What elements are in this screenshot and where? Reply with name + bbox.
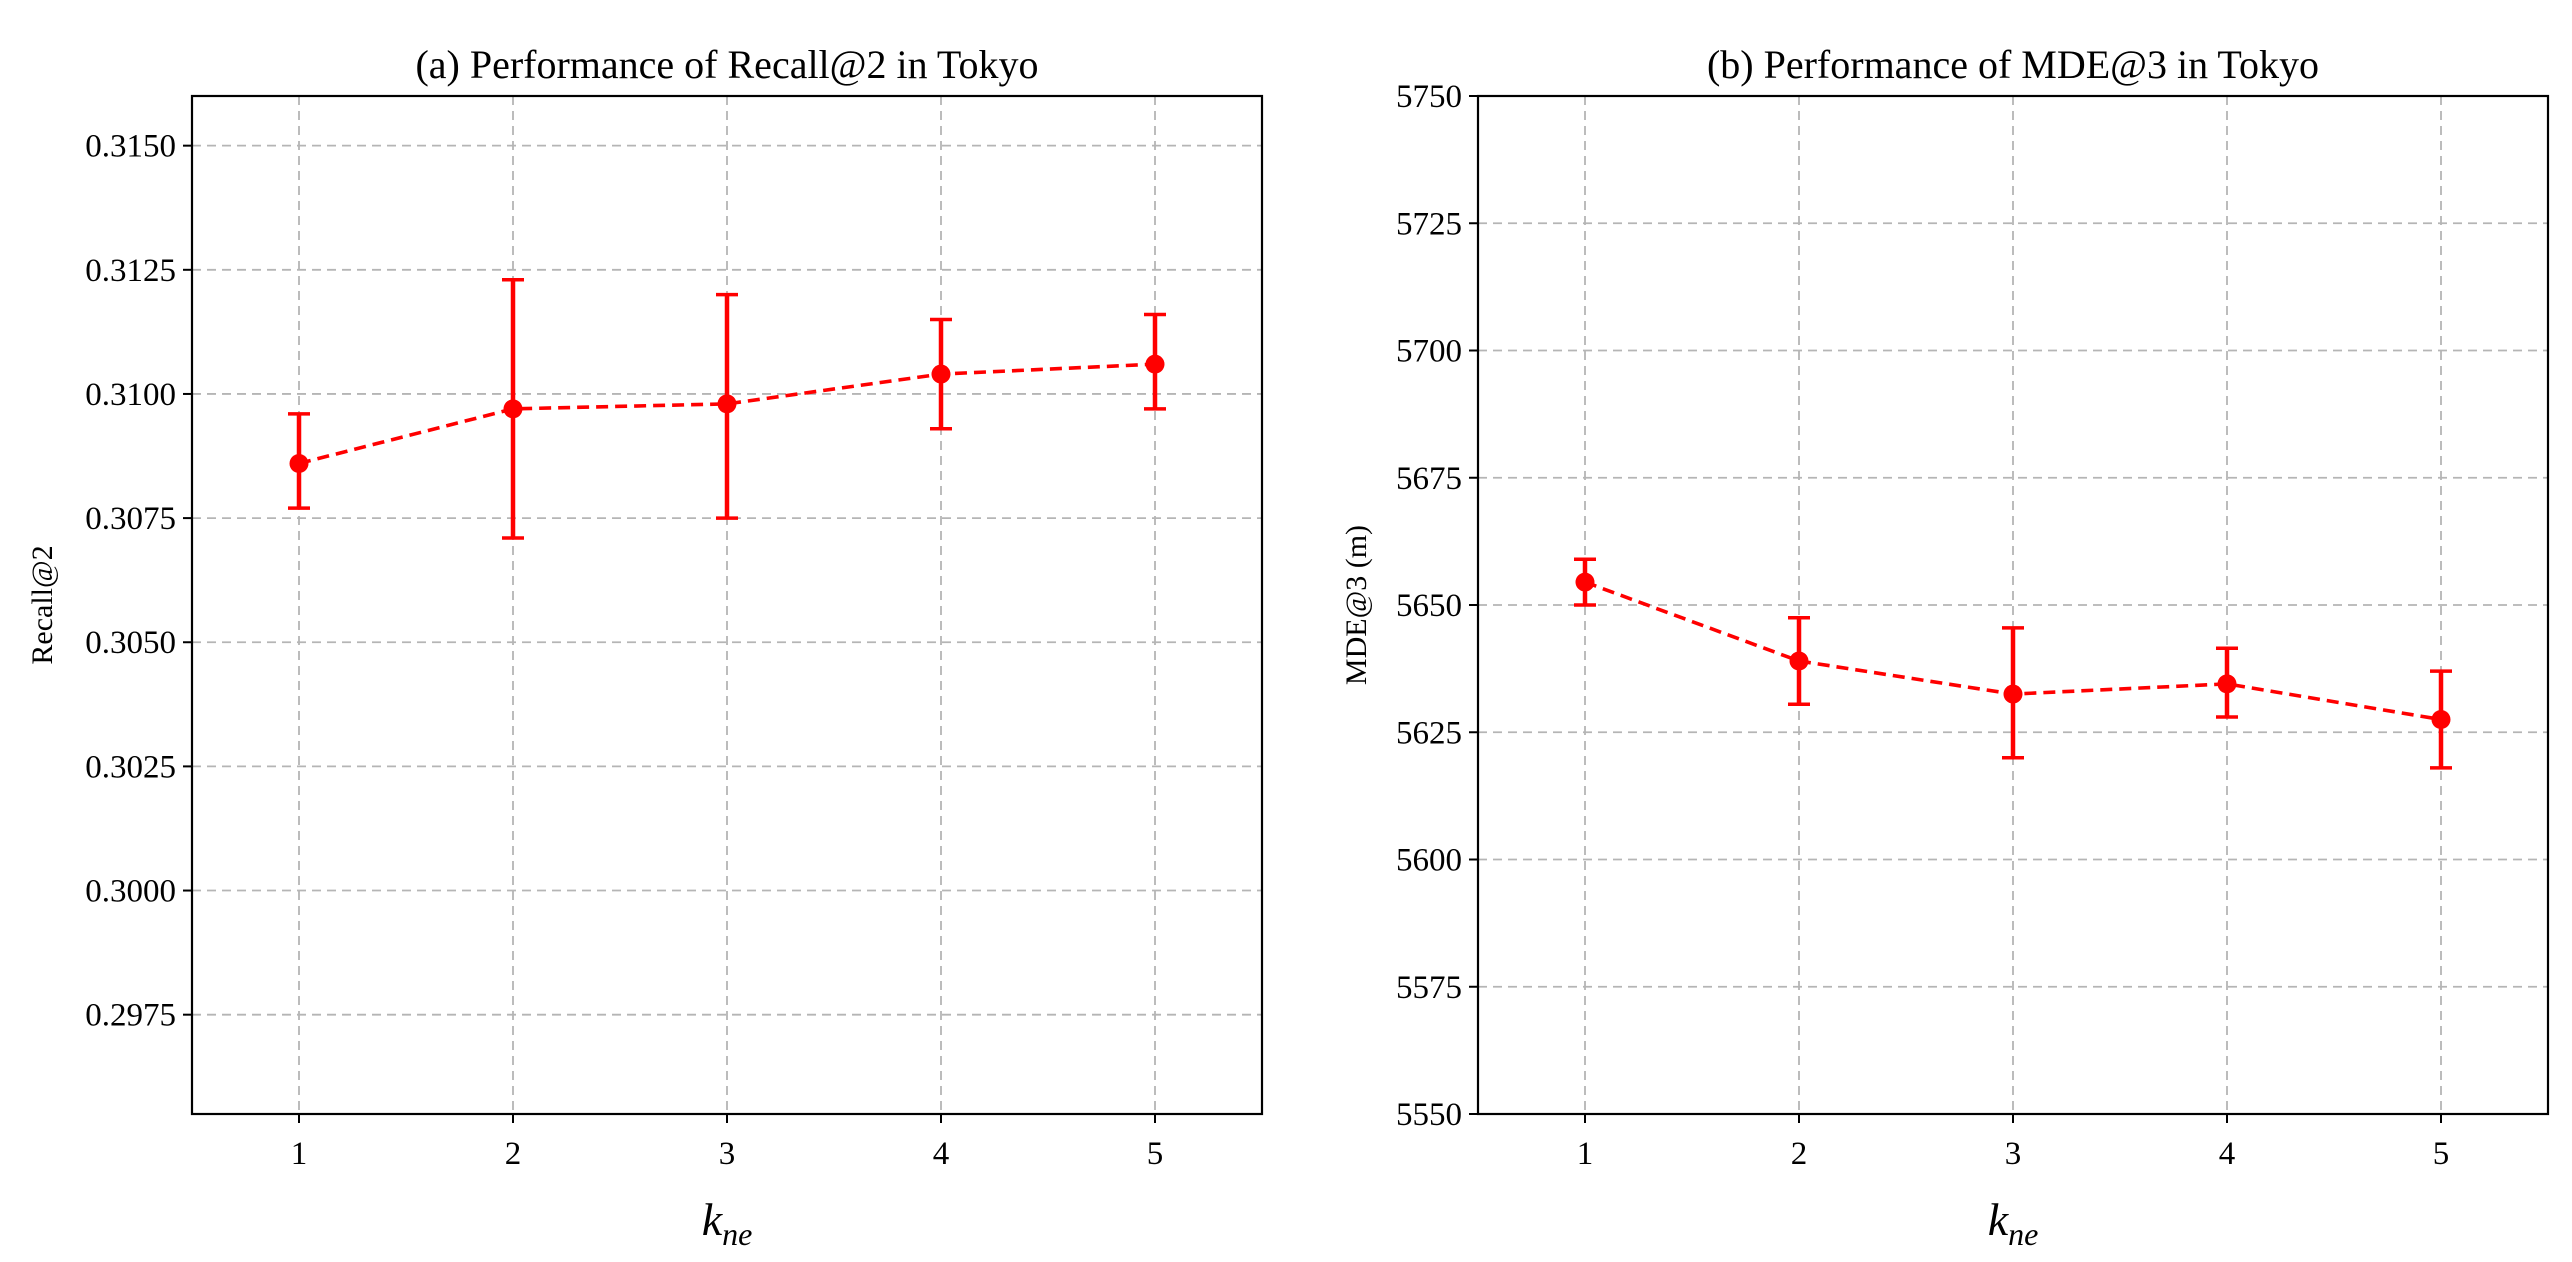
y-tick-label: 5625 — [1396, 715, 1462, 751]
chart-title: (a) Performance of Recall@2 in Tokyo — [415, 42, 1038, 87]
x-tick-label: 4 — [2219, 1136, 2236, 1172]
y-tick-label: 5550 — [1396, 1097, 1462, 1133]
y-tick-label: 5700 — [1396, 334, 1462, 370]
y-tick-label: 5750 — [1396, 79, 1462, 115]
y-tick-label: 0.3000 — [85, 874, 176, 910]
series-line — [298, 362, 1156, 466]
y-tick-label: 5675 — [1396, 461, 1462, 497]
y-tick-label: 5575 — [1396, 970, 1462, 1006]
y-tick-label: 0.2975 — [85, 998, 176, 1034]
data-point — [1145, 354, 1165, 374]
data-point — [1789, 651, 1809, 671]
chart-recall: 0.2975 0.3000 0.3025 0.3050 0.3075 0.3100 0.31… — [26, 42, 1264, 1252]
chart-title: (b) Performance of MDE@3 in Tokyo — [1707, 42, 2319, 87]
y-axis-label: Recall@2 — [26, 545, 59, 664]
x-axis-label: kne — [1988, 1194, 2039, 1252]
x-tick-label: 4 — [933, 1136, 950, 1172]
y-tick-label: 0.3025 — [85, 749, 176, 785]
y-tick-label: 5725 — [1396, 206, 1462, 242]
x-axis-label: kne — [702, 1194, 753, 1252]
x-tick-label: 1 — [291, 1136, 308, 1172]
x-axis-label-base: k — [702, 1194, 724, 1245]
data-point — [2003, 684, 2023, 704]
x-tick-label: 3 — [719, 1136, 736, 1172]
y-tick-label: 0.3125 — [85, 253, 176, 289]
data-point — [717, 394, 737, 414]
y-tick-label: 5600 — [1396, 843, 1462, 879]
chart-mde: 5550 5575 5600 5625 5650 5675 5700 5725 5750 1 2 3 4… — [1340, 42, 2550, 1252]
y-tick-label: 5650 — [1396, 588, 1462, 624]
y-tick-label: 0.3075 — [85, 501, 176, 537]
y-tick-label: 0.3100 — [85, 377, 176, 413]
data-point — [931, 364, 951, 384]
x-tick-label: 5 — [1147, 1136, 1164, 1172]
data-point — [503, 399, 523, 419]
x-axis-label-base: k — [1988, 1194, 2010, 1245]
x-tick-label: 2 — [1791, 1136, 1808, 1172]
data-point — [1575, 572, 1595, 592]
x-axis-label-subscript: ne — [2008, 1216, 2038, 1252]
data-point — [2217, 674, 2237, 694]
x-axis-label-subscript: ne — [722, 1216, 752, 1252]
data-point — [2431, 710, 2451, 730]
x-tick-label: 2 — [505, 1136, 522, 1172]
y-tick-label: 0.3050 — [85, 625, 176, 661]
y-axis-label: MDE@3 (m) — [1340, 525, 1373, 685]
y-tick-label: 0.3150 — [85, 129, 176, 165]
x-tick-label: 5 — [2433, 1136, 2450, 1172]
x-tick-label: 3 — [2005, 1136, 2022, 1172]
data-point — [289, 453, 309, 473]
x-tick-label: 1 — [1577, 1136, 1594, 1172]
